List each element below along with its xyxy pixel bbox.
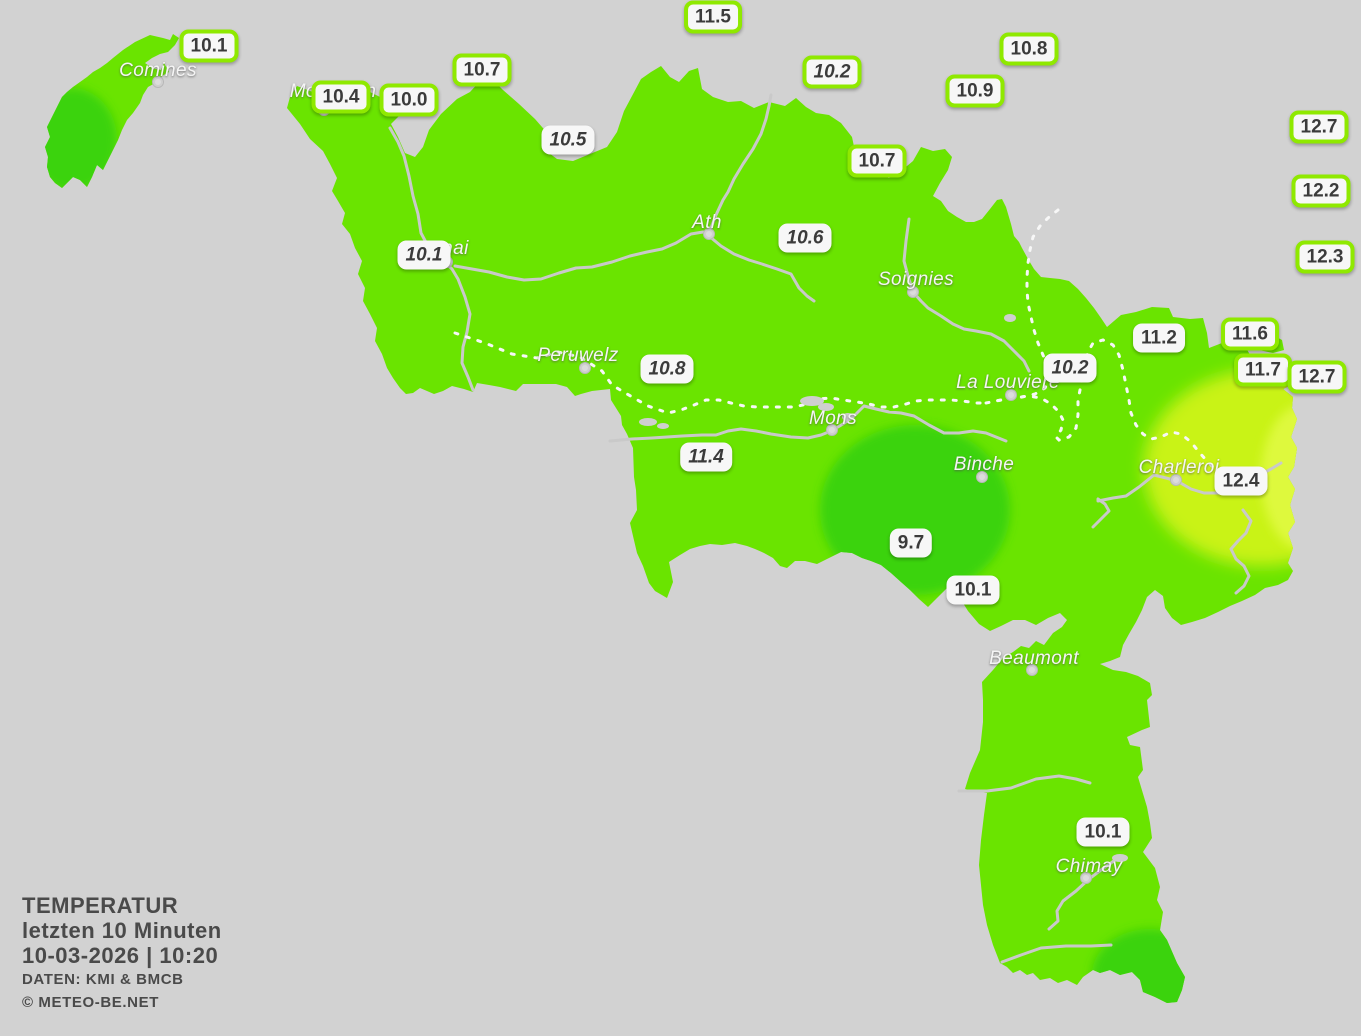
page-title: TEMPERATUR [22,893,179,918]
interpolated-reading: 9.7 [889,528,933,558]
station-reading: 12.7 [1287,360,1347,394]
city-label: Peruwelz [537,345,619,366]
station-reading: 10.0 [379,83,439,117]
city-label: Comines [119,60,197,81]
city-label: La Louviere [956,372,1060,393]
station-reading: 11.7 [1234,353,1292,387]
city-label: Charleroi [1138,457,1220,478]
city-marker [976,471,988,483]
copyright: © METEO-BE.NET [22,994,159,1011]
cool-zone-binche [820,425,1010,595]
city-marker [579,362,591,374]
station-reading: 12.7 [1289,110,1349,144]
timestamp: 10-03-2026 | 10:20 [22,943,219,968]
city-marker [826,424,838,436]
city-label: Binche [953,454,1015,475]
interpolated-reading: 12.4 [1214,466,1268,496]
station-reading: 10.2 [802,55,862,89]
station-reading: 10.7 [452,53,512,87]
map-legend-text: TEMPERATUR letzten 10 Minuten 10-03-2026… [22,893,222,1014]
interpolated-reading: 10.8 [640,354,694,384]
station-reading: 10.9 [945,74,1005,108]
interpolated-reading: 10.6 [778,223,832,253]
city-marker [1026,664,1038,676]
interpolated-reading: 10.1 [946,575,1000,605]
data-source: DATEN: KMI & BMCB [22,971,184,988]
city-marker [1080,872,1092,884]
station-reading: 10.8 [999,32,1059,66]
city-marker [907,286,919,298]
station-reading: 10.7 [847,144,907,178]
interpolated-reading: 10.1 [1076,817,1130,847]
interpolated-reading: 10.1 [397,240,451,270]
country-border-dashes [453,208,1223,472]
city-label: Soignies [877,269,955,290]
station-reading: 11.6 [1221,317,1279,351]
interpolated-reading: 10.5 [541,125,595,155]
city-marker [703,228,715,240]
page-subtitle: letzten 10 Minuten [22,918,222,943]
interpolated-reading: 11.2 [1133,323,1185,353]
city-label: Chimay [1055,856,1123,877]
interpolated-reading: 11.4 [680,442,732,472]
city-marker [1005,389,1017,401]
station-reading: 12.2 [1291,174,1351,208]
station-reading: 10.4 [311,80,371,114]
city-label: Beaumont [989,648,1079,669]
urban-areas [639,314,1128,862]
interpolated-reading: 10.2 [1043,353,1097,383]
city-label: Ath [692,212,722,233]
city-label: Mons [808,408,858,429]
warm-zone-east-edge [1261,405,1297,549]
city-marker [1170,474,1182,486]
city-marker [152,76,164,88]
station-reading: 11.5 [684,0,742,34]
station-reading: 10.1 [179,29,239,63]
station-reading: 12.3 [1295,240,1355,274]
